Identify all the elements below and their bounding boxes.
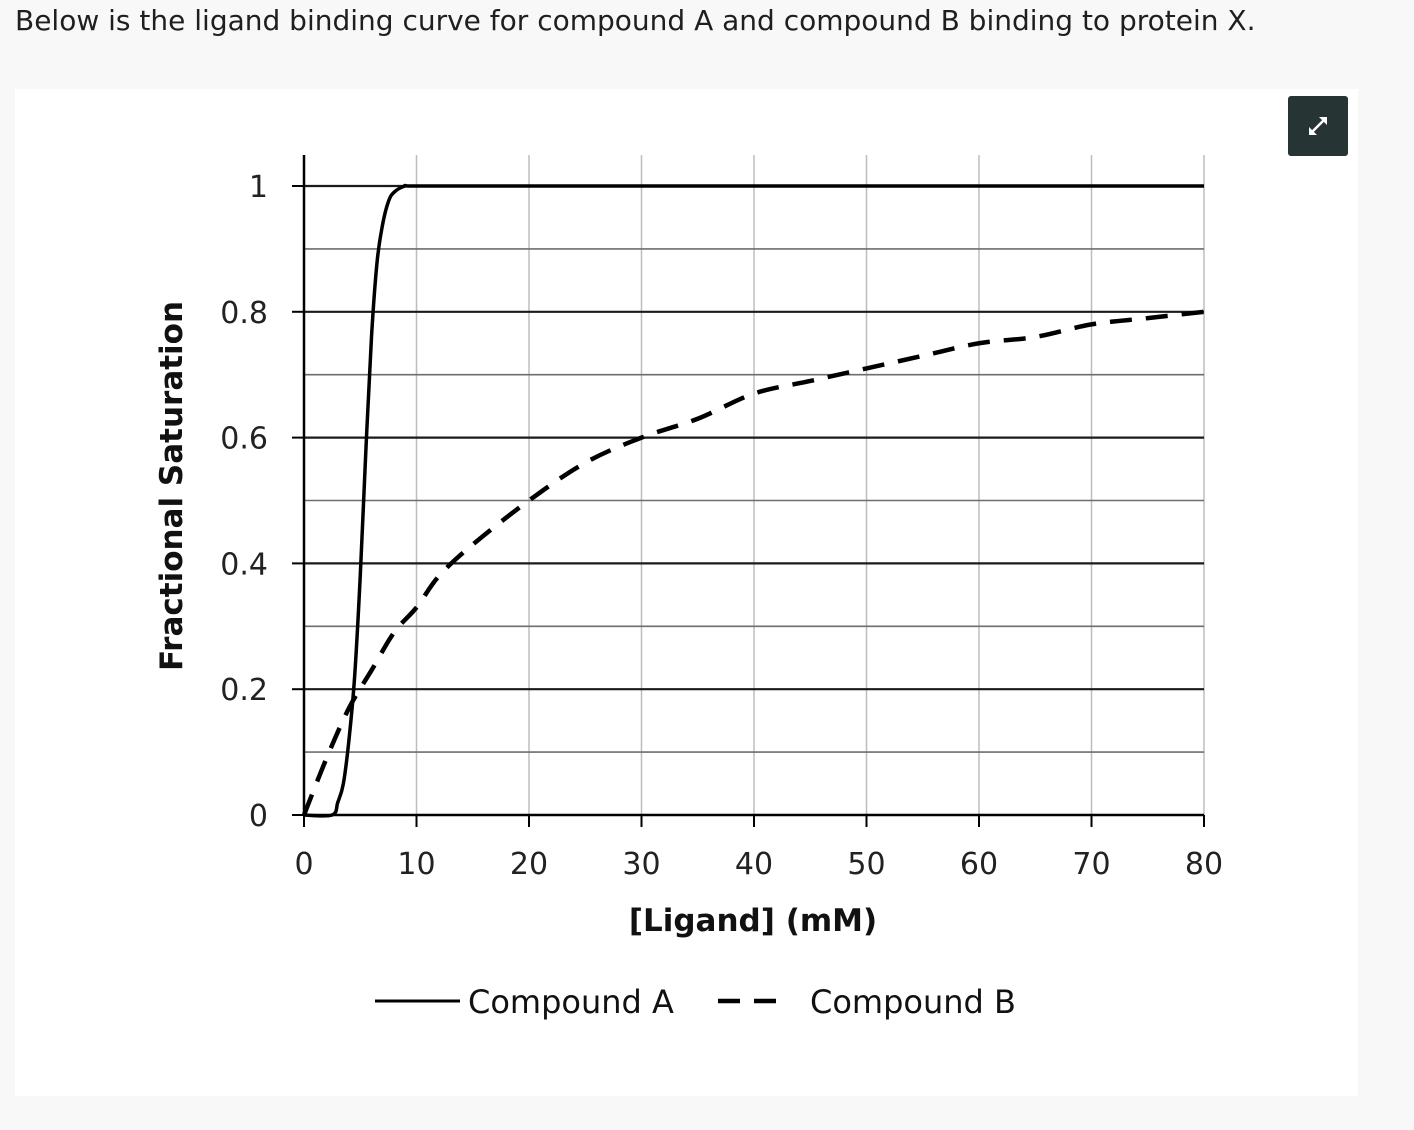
x-tick-label: 10: [397, 847, 435, 882]
y-tick-label: 0.2: [220, 673, 268, 708]
y-tick-label: 0: [249, 799, 268, 834]
x-tick-label: 20: [510, 847, 548, 882]
expand-arrows-icon: [1309, 117, 1327, 135]
x-tick-label: 40: [735, 847, 773, 882]
x-tick-labels: 0 10 20 30 40 50 60 70 80: [294, 847, 1223, 882]
y-tick-label: 1: [249, 170, 268, 205]
series-lines: [301, 183, 1205, 818]
x-tick-label: 80: [1185, 847, 1223, 882]
series-line-compound-b: [301, 309, 1205, 816]
x-tick-label: 30: [622, 847, 660, 882]
x-tick-label: 60: [960, 847, 998, 882]
expand-button[interactable]: [1288, 96, 1348, 156]
figure-panel: [15, 89, 1358, 1096]
legend-label: Compound B: [810, 983, 1016, 1021]
x-tick-label: 70: [1072, 847, 1110, 882]
y-tick-label: 0.6: [220, 422, 268, 457]
y-axis-title: Fractional Saturation: [154, 301, 190, 671]
x-axis-title: [Ligand] (mM): [629, 903, 877, 939]
question-text: Below is the ligand binding curve for co…: [15, 4, 1256, 37]
series-line-compound-a: [303, 183, 1204, 818]
y-tick-label: 0.8: [220, 296, 268, 331]
legend: Compound A Compound B: [375, 983, 1016, 1021]
gridlines: [304, 155, 1205, 815]
x-tick-label: 0: [294, 847, 313, 882]
x-tick-label: 50: [847, 847, 885, 882]
legend-label: Compound A: [468, 983, 674, 1021]
y-tick-label: 0.4: [220, 547, 268, 582]
axes: [292, 155, 1205, 827]
y-tick-labels: 0 0.2 0.4 0.6 0.8 1: [220, 170, 268, 834]
